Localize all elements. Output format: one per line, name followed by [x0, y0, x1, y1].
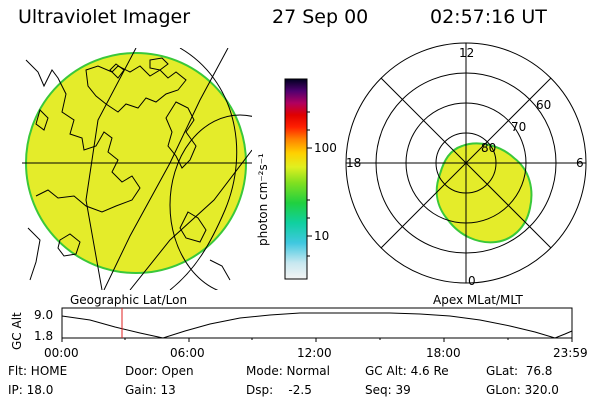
mlat-70-label: 70 — [511, 120, 527, 134]
lat-lon-grid — [22, 48, 252, 290]
colorbar-unit-label: photon cm⁻²s⁻¹ — [256, 153, 270, 246]
polar-plot — [345, 42, 587, 284]
mlt-0-label: 0 — [468, 274, 476, 288]
altitude-plot — [61, 307, 573, 342]
colorbar-tick-10: 10 — [314, 229, 330, 243]
status-sequence: Seq: 39 — [365, 383, 411, 397]
altitude-tick-high: 9.0 — [34, 308, 54, 322]
mlt-18-label: 18 — [346, 156, 362, 170]
altitude-tick-low: 1.8 — [34, 329, 54, 343]
status-geo-latitude: GLat: 76.8 — [486, 364, 553, 378]
x-tick-0600: 06:00 — [170, 346, 205, 360]
auroral-oval — [435, 142, 533, 244]
mlat-80-label: 80 — [481, 141, 497, 155]
colorbar — [284, 78, 308, 280]
status-geo-longitude: GLon: 320.0 — [486, 383, 559, 397]
time-label: 02:57:16 UT — [430, 6, 547, 28]
x-tick-1800: 18:00 — [426, 346, 461, 360]
status-mode: Mode: Normal — [246, 364, 330, 378]
x-tick-0000: 00:00 — [44, 346, 79, 360]
mlt-6-label: 6 — [576, 156, 584, 170]
status-flight: Flt: HOME — [8, 364, 68, 378]
instrument-title: Ultraviolet Imager — [18, 6, 191, 28]
colorbar-ticks — [307, 111, 312, 257]
apex-caption: Apex MLat/MLT — [433, 293, 523, 307]
colorbar-tick-100: 100 — [314, 141, 337, 155]
mlt-12-label: 12 — [459, 46, 475, 60]
status-door: Door: Open — [125, 364, 194, 378]
status-dsp: Dsp: -2.5 — [246, 383, 312, 397]
x-tick-1200: 12:00 — [297, 346, 332, 360]
mlat-60-label: 60 — [536, 98, 552, 112]
altitude-ylabel: GC Alt — [10, 312, 24, 350]
x-tick-2359: 23:59 — [553, 346, 588, 360]
status-gain: Gain: 13 — [125, 383, 176, 397]
status-ip: IP: 18.0 — [8, 383, 54, 397]
date-label: 27 Sep 00 — [272, 6, 369, 28]
geographic-map — [22, 48, 252, 290]
status-gc-altitude: GC Alt: 4.6 Re — [365, 364, 449, 378]
geographic-caption: Geographic Lat/Lon — [70, 293, 188, 307]
